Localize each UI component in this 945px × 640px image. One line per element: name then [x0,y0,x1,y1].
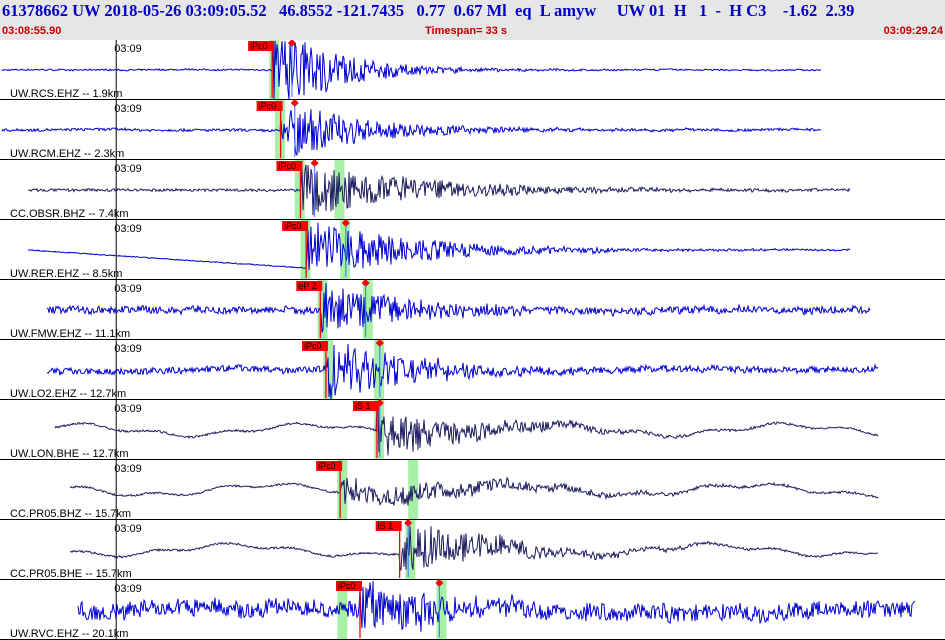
pick-label[interactable]: iPc0 [248,41,275,51]
tick-time-label: 03:09 [114,163,142,175]
pick-phase-text: iPc0 [250,41,268,51]
pick-window [405,520,416,579]
pick-label-box [352,401,379,411]
waveform-trace [54,405,879,456]
pick-phase-text: iPc0 [259,101,277,111]
waveform-trace [1,40,822,100]
amplitude-marker[interactable] [404,519,413,527]
tick-time-label: 03:09 [114,403,142,415]
amplitude-marker[interactable] [341,219,350,227]
pick-window [317,280,328,339]
timespan-readout: Timespan= 33 s [425,25,508,37]
pick-label-box [256,101,283,111]
waveform-trace [46,344,879,400]
pick-label-box [375,521,402,531]
trace-panel[interactable]: iS 1 03:09 CC.PR05.BHE -- 15.7km [0,519,945,580]
pick-label[interactable]: iPc0 [256,101,283,111]
amplitude-marker[interactable] [290,99,299,107]
pick-window [340,220,351,279]
waveform-trace [46,283,871,333]
waveform-trace [77,580,916,632]
waveform-trace [69,476,879,507]
station-label: UW.RCM.EHZ -- 2.3km [10,148,124,160]
pick-label-box [316,461,343,471]
trace-panel[interactable]: iS 1 03:09 UW.LON.BHE -- 12.7km [0,399,945,460]
pick-label[interactable]: eP 2 [296,281,323,291]
trace-panel[interactable]: iPc0 03:09 CC.PR05.BHZ -- 15.7km [0,460,945,520]
event-header: 61378662 UW 2018-05-26 03:09:05.52 46.85… [0,0,945,40]
waveform-trace [1,109,822,156]
start-time: 03:08:55.90 [2,25,62,37]
pick-phase-text: iPc0 [284,221,302,231]
tick-time-label: 03:09 [114,523,142,535]
station-label: CC.PR05.BHE -- 15.7km [10,568,132,580]
event-summary-line: 61378662 UW 2018-05-26 03:09:05.52 46.85… [2,1,855,20]
trace-panel[interactable]: iPc0 03:09 UW.LO2.EHZ -- 12.7km [0,339,945,400]
station-label: UW.RVC.EHZ -- 20.1km [10,628,128,640]
pick-label-box [248,41,275,51]
seismogram-panels[interactable]: iPc0 03:09 UW.RCS.EHZ -- 1.9km iPc0 03:09 UW.… [0,40,945,640]
pick-window [294,160,305,219]
pick-label[interactable]: iPc0 [301,341,328,351]
trace-panel[interactable]: iPc0 03:09 UW.RCS.EHZ -- 1.9km [0,40,945,100]
amplitude-marker[interactable] [375,399,384,407]
amplitude-marker[interactable] [287,40,296,47]
amplitude-marker[interactable] [310,159,319,167]
pick-label[interactable]: iPc0 [316,461,343,471]
waveform-trace [27,222,851,270]
pick-phase-text: iS 1 [355,401,371,411]
tick-time-label: 03:09 [114,343,142,355]
pick-label-box [296,281,323,291]
pick-phase-text: iPc0 [304,341,322,351]
trace-panel[interactable]: eP 2 03:09 UW.FMW.EHZ -- 11.1km [0,279,945,340]
station-label: CC.OBSR.BHZ -- 7.4km [10,208,129,220]
pick-label-box [282,221,309,231]
station-label: UW.RER.EHZ -- 8.5km [10,268,122,280]
pick-window [300,220,311,279]
station-label: UW.LO2.EHZ -- 12.7km [10,388,126,400]
amplitude-marker[interactable] [435,579,444,587]
station-label: CC.PR05.BHZ -- 15.7km [10,508,131,520]
tick-time-label: 03:09 [114,283,142,295]
tick-time-label: 03:09 [114,103,142,115]
amplitude-marker[interactable] [375,339,384,347]
station-label: UW.LON.BHE -- 12.7km [10,448,129,460]
trace-panel[interactable]: iPc0 03:09 CC.OBSR.BHZ -- 7.4km [0,159,945,220]
pick-label[interactable]: iS 1 [375,521,402,531]
tick-time-label: 03:09 [114,463,142,475]
waveform-trace [69,526,878,572]
pick-label-box [276,161,303,171]
trace-panel[interactable]: iPc0 03:09 UW.RVC.EHZ -- 20.1km [0,579,945,640]
tick-time-label: 03:09 [114,583,142,595]
waveform-trace [27,164,851,216]
trace-panel[interactable]: iPc0 03:09 UW.RCM.EHZ -- 2.3km [0,99,945,160]
pick-window [337,460,348,519]
end-time: 03:09:29.24 [883,25,943,37]
pick-label[interactable]: iPc0 [282,221,309,231]
trace-panel[interactable]: iPc0 03:09 UW.RER.EHZ -- 8.5km [0,219,945,280]
pick-phase-text: eP 2 [298,281,316,291]
pick-window [374,400,385,459]
pick-phase-text: iPc0 [318,461,336,471]
tick-time-label: 03:09 [114,223,142,235]
amplitude-marker[interactable] [361,279,370,287]
pick-label-box [301,341,328,351]
pick-label[interactable]: iS 1 [352,401,379,411]
station-label: UW.FMW.EHZ -- 11.1km [10,328,130,340]
pick-phase-text: iPc0 [338,581,356,591]
pick-window [436,580,447,639]
pick-window [362,280,373,339]
pick-phase-text: iPc0 [278,161,296,171]
tick-time-label: 03:09 [114,43,142,55]
station-label: UW.RCS.EHZ -- 1.9km [10,88,122,100]
pick-label[interactable]: iPc0 [335,581,362,591]
pick-label-box [335,581,362,591]
pick-phase-text: iS 1 [378,521,394,531]
pick-label[interactable]: iPc0 [276,161,303,171]
